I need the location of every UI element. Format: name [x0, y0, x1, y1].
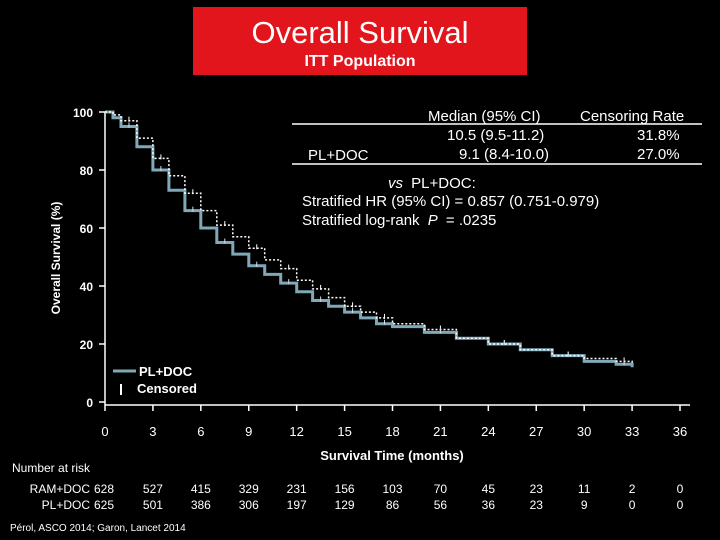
stats-p-symbol: P [428, 212, 438, 229]
y-tick-label: 0 [86, 396, 93, 410]
y-tick-label: 40 [80, 280, 94, 294]
x-axis-label: Survival Time (months) [320, 448, 464, 463]
stats-p-value: = .0235 [446, 212, 496, 229]
risk-value: 329 [239, 482, 259, 496]
table-header-median: Median (95% CI) [428, 108, 541, 125]
x-tick-label: 15 [337, 424, 351, 439]
table-row2-censoring: 27.0% [637, 146, 680, 163]
risk-value: 103 [382, 482, 402, 496]
risk-value: 129 [335, 498, 355, 512]
table-row2-median: 9.1 (8.4-10.0) [459, 146, 549, 163]
risk-value: 86 [386, 498, 400, 512]
x-tick-label: 12 [289, 424, 303, 439]
risk-value: 0 [629, 498, 636, 512]
x-tick-label: 6 [197, 424, 204, 439]
table-row-label: PL+DOC [308, 147, 369, 164]
title-box: Overall Survival ITT Population [193, 7, 527, 75]
stats-p-prefix: Stratified log-rank [302, 212, 420, 229]
risk-value: 23 [530, 482, 544, 496]
risk-value: 2 [629, 482, 636, 496]
x-tick-label: 33 [625, 424, 639, 439]
legend-censored-label: Censored [137, 381, 197, 396]
risk-value: 386 [191, 498, 211, 512]
x-tick-label: 21 [433, 424, 447, 439]
table-header-censoring: Censoring Rate [580, 108, 684, 125]
x-tick-label: 9 [245, 424, 252, 439]
risk-value: 415 [191, 482, 211, 496]
risk-value: 156 [335, 482, 355, 496]
table-row1-censoring: 31.8% [637, 127, 680, 144]
series-ram-doc-curve [105, 111, 633, 365]
x-tick-label: 30 [577, 424, 591, 439]
risk-table-title: Number at risk [12, 461, 91, 475]
y-tick-label: 100 [73, 106, 93, 120]
risk-value: 527 [143, 482, 163, 496]
risk-value: 11 [578, 482, 591, 496]
risk-value: 197 [287, 498, 307, 512]
stats-vs-word: vs [388, 175, 404, 192]
y-tick-label: 60 [80, 222, 94, 236]
risk-value: 56 [434, 498, 448, 512]
risk-value: 231 [287, 482, 307, 496]
footnote: Pérol, ASCO 2014; Garon, Lancet 2014 [10, 523, 186, 534]
chart-title: Overall Survival [251, 15, 469, 50]
risk-value: 45 [482, 482, 496, 496]
stats-vs-line: vs PL+DOC: [388, 175, 476, 192]
risk-value: 70 [434, 482, 448, 496]
stats-hr-line: Stratified HR (95% CI) = 0.857 (0.751-0.… [302, 193, 599, 210]
risk-value: 23 [530, 498, 544, 512]
stats-p-line: Stratified log-rank P = .0235 [302, 212, 496, 229]
risk-group-pl-label: PL+DOC [42, 498, 91, 512]
risk-value: 501 [143, 498, 163, 512]
y-tick-label: 80 [80, 164, 94, 178]
x-tick-label: 36 [673, 424, 687, 439]
stats-vs-group: PL+DOC: [411, 175, 476, 192]
chart-subtitle: ITT Population [304, 53, 416, 70]
table-row1-median: 10.5 (9.5-11.2) [447, 127, 544, 144]
risk-value: 0 [677, 498, 684, 512]
risk-value: 9 [581, 498, 588, 512]
y-axis-label: Overall Survival (%) [49, 202, 63, 315]
risk-group-ram-label: RAM+DOC [30, 482, 91, 496]
series-pl-doc-curve [105, 110, 634, 368]
risk-value: 625 [94, 498, 114, 512]
x-tick-label: 18 [385, 424, 399, 439]
legend-pl-doc-label: PL+DOC [139, 364, 193, 379]
x-tick-label: 0 [101, 424, 108, 439]
risk-value: 0 [677, 482, 684, 496]
risk-value: 628 [94, 482, 114, 496]
x-tick-label: 24 [481, 424, 495, 439]
x-tick-label: 3 [149, 424, 156, 439]
risk-value: 306 [239, 498, 259, 512]
risk-value: 36 [482, 498, 496, 512]
y-tick-label: 20 [80, 338, 94, 352]
x-tick-label: 27 [529, 424, 543, 439]
